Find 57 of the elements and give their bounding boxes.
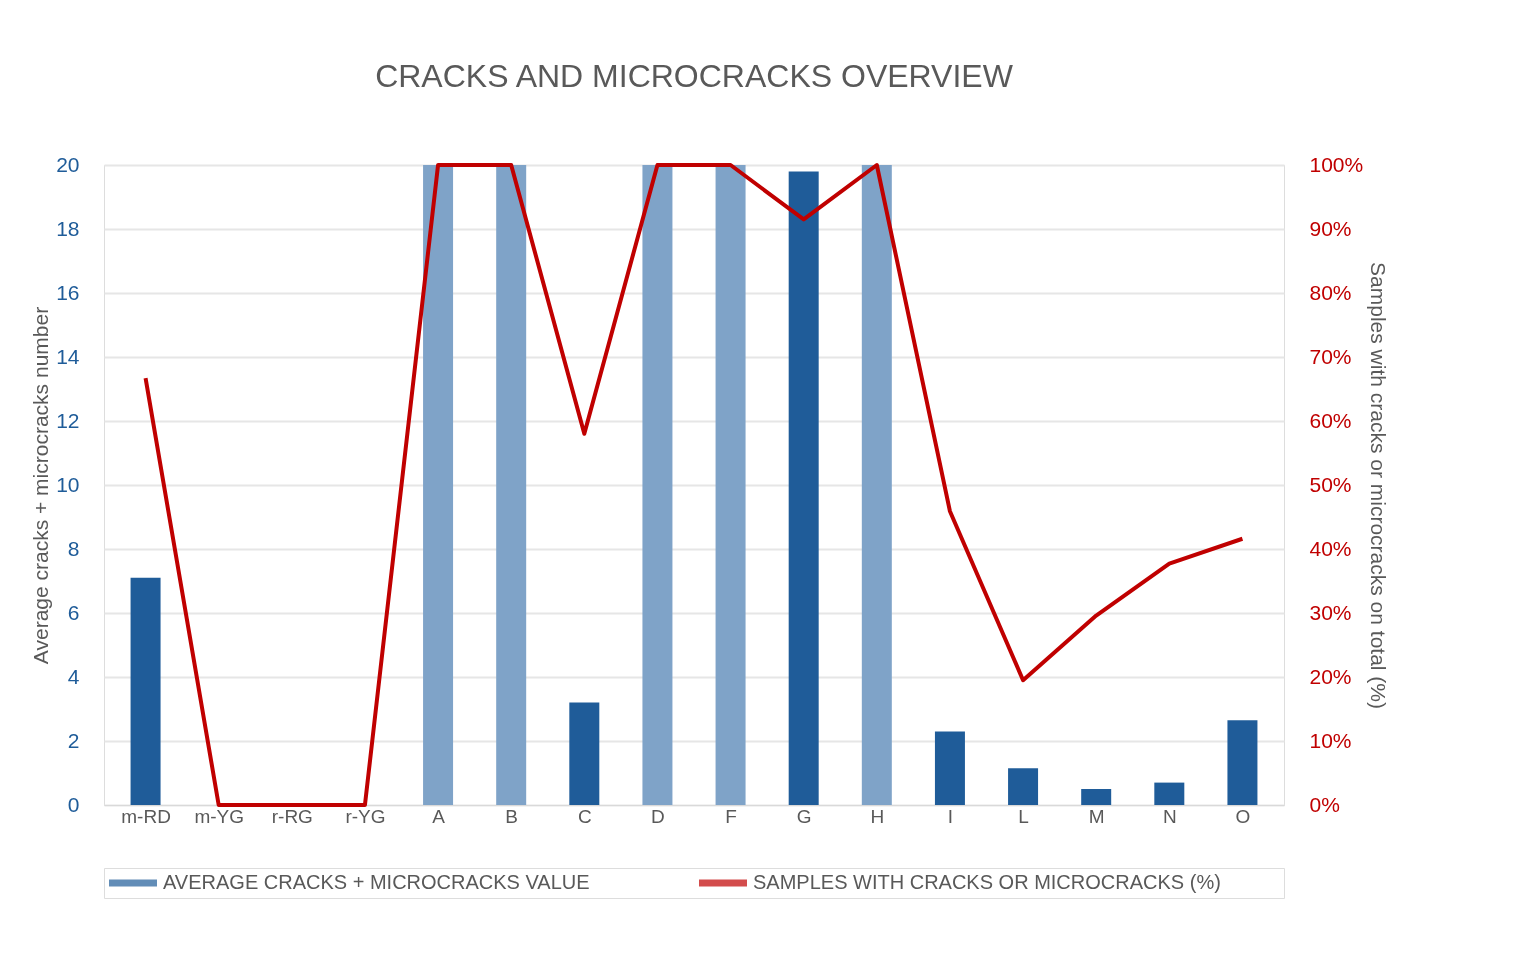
y-tick-label: 8	[67, 536, 80, 560]
x-tick-label: A	[432, 805, 446, 827]
x-tick-label: D	[651, 805, 665, 827]
bar	[715, 165, 746, 805]
y-tick-label: 4	[67, 664, 80, 688]
legend-label: AVERAGE CRACKS + MICROCRACKS VALUE	[163, 871, 590, 893]
x-tick-label: N	[1162, 805, 1177, 827]
y-tick-label: 2	[67, 728, 80, 752]
y2-tick-label: 100%	[1309, 152, 1364, 176]
bar	[934, 731, 965, 805]
x-tick-label: r-YG	[345, 805, 386, 827]
y2-tick-label: 20%	[1309, 664, 1352, 688]
x-tick-label: H	[870, 805, 885, 827]
bar	[1081, 789, 1112, 805]
y2-tick-label: 60%	[1309, 408, 1352, 432]
y-tick-label: 20	[56, 152, 80, 176]
y-tick-label: 12	[56, 408, 80, 432]
x-tick-label: G	[796, 805, 812, 827]
y-tick-label: 6	[67, 600, 80, 624]
y-tick-label: 16	[56, 280, 80, 304]
x-tick-label: L	[1018, 805, 1029, 827]
x-tick-label: m-RD	[121, 805, 171, 827]
line-series	[143, 163, 1245, 807]
bar	[496, 165, 527, 805]
x-tick-label: M	[1088, 805, 1105, 827]
y2-axis-title: Samples with cracks or microcracks on total (%)	[1367, 262, 1391, 709]
bar	[1154, 782, 1185, 805]
y-tick-label: 10	[56, 472, 80, 496]
y2-tick-label: 80%	[1309, 280, 1352, 304]
x-tick-label: r-RG	[271, 805, 313, 827]
bar	[861, 165, 892, 805]
y-tick-label: 18	[56, 216, 80, 240]
bar	[1008, 768, 1039, 805]
bar	[569, 702, 600, 805]
y2-tick-label: 0%	[1309, 792, 1340, 816]
x-tick-label: O	[1235, 805, 1251, 827]
bar	[423, 165, 454, 805]
y2-tick-label: 10%	[1309, 728, 1352, 752]
x-tick-label: I	[947, 805, 954, 827]
bar	[642, 165, 673, 805]
y-tick-label: 0	[67, 792, 80, 816]
y2-tick-label: 30%	[1309, 600, 1352, 624]
y2-tick-label: 70%	[1309, 344, 1352, 368]
y2-tick-label: 90%	[1309, 216, 1352, 240]
bar	[130, 577, 161, 805]
x-tick-label: B	[505, 805, 519, 827]
chart-title: CRACKS AND MICROCRACKS OVERVIEW	[375, 58, 1014, 94]
x-tick-label: m-YG	[194, 805, 244, 827]
legend-label: SAMPLES WITH CRACKS OR MICROCRACKS (%)	[753, 871, 1221, 893]
y2-tick-label: 50%	[1309, 472, 1352, 496]
x-tick-label: C	[577, 805, 592, 827]
y-axis-title: Average cracks + microcracks number	[29, 306, 53, 665]
bar	[788, 171, 819, 805]
y-tick-label: 14	[56, 344, 80, 368]
bar	[1227, 720, 1258, 805]
y2-tick-label: 40%	[1309, 536, 1352, 560]
x-tick-label: F	[725, 805, 737, 827]
